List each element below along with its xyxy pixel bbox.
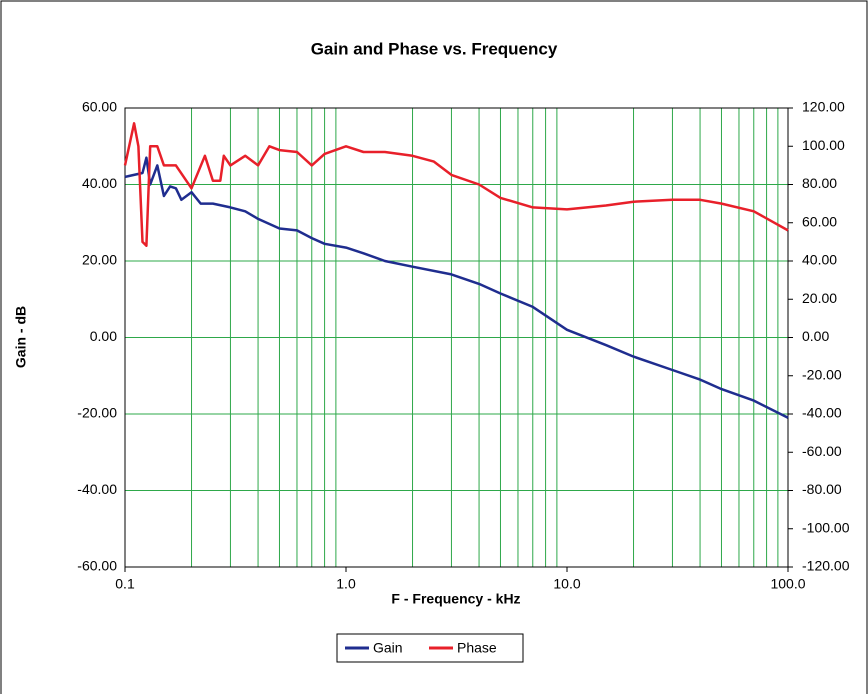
chart-title: Gain and Phase vs. Frequency	[311, 39, 558, 58]
legend-label: Gain	[373, 640, 403, 656]
y2-tick-label: 0.00	[802, 328, 829, 344]
y2-tick-label: -100.00	[802, 519, 850, 535]
x-axis-label: F - Frequency - kHz	[391, 591, 520, 607]
y-tick-label: -20.00	[77, 405, 117, 421]
y2-tick-label: -60.00	[802, 443, 842, 459]
series-line	[124, 156, 789, 419]
y2-tick-label: 100.00	[802, 137, 845, 153]
y-axis-label: Gain - dB	[13, 306, 29, 368]
x-tick-label: 1.0	[336, 576, 356, 592]
legend-label: Phase	[457, 640, 497, 656]
y2-tick-label: 120.00	[802, 99, 845, 115]
y2-tick-label: 20.00	[802, 290, 837, 306]
y-tick-label: -60.00	[77, 558, 117, 574]
y2-tick-label: -40.00	[802, 405, 842, 421]
x-tick-label: 0.1	[115, 576, 135, 592]
y2-tick-label: -120.00	[802, 558, 850, 574]
y2-tick-label: 80.00	[802, 175, 837, 191]
y-tick-label: 40.00	[82, 175, 117, 191]
y2-tick-label: -80.00	[802, 481, 842, 497]
y-tick-label: -40.00	[77, 481, 117, 497]
y-tick-label: 20.00	[82, 252, 117, 268]
y2-tick-label: 60.00	[802, 213, 837, 229]
plot-border	[124, 107, 789, 568]
x-tick-label: 100.0	[770, 576, 805, 592]
y2-tick-label: -20.00	[802, 366, 842, 382]
y-tick-label: 0.00	[90, 328, 117, 344]
y2-tick-label: 40.00	[802, 252, 837, 268]
y-tick-label: 60.00	[82, 99, 117, 115]
series-line	[123, 122, 789, 247]
x-tick-label: 10.0	[553, 576, 580, 592]
